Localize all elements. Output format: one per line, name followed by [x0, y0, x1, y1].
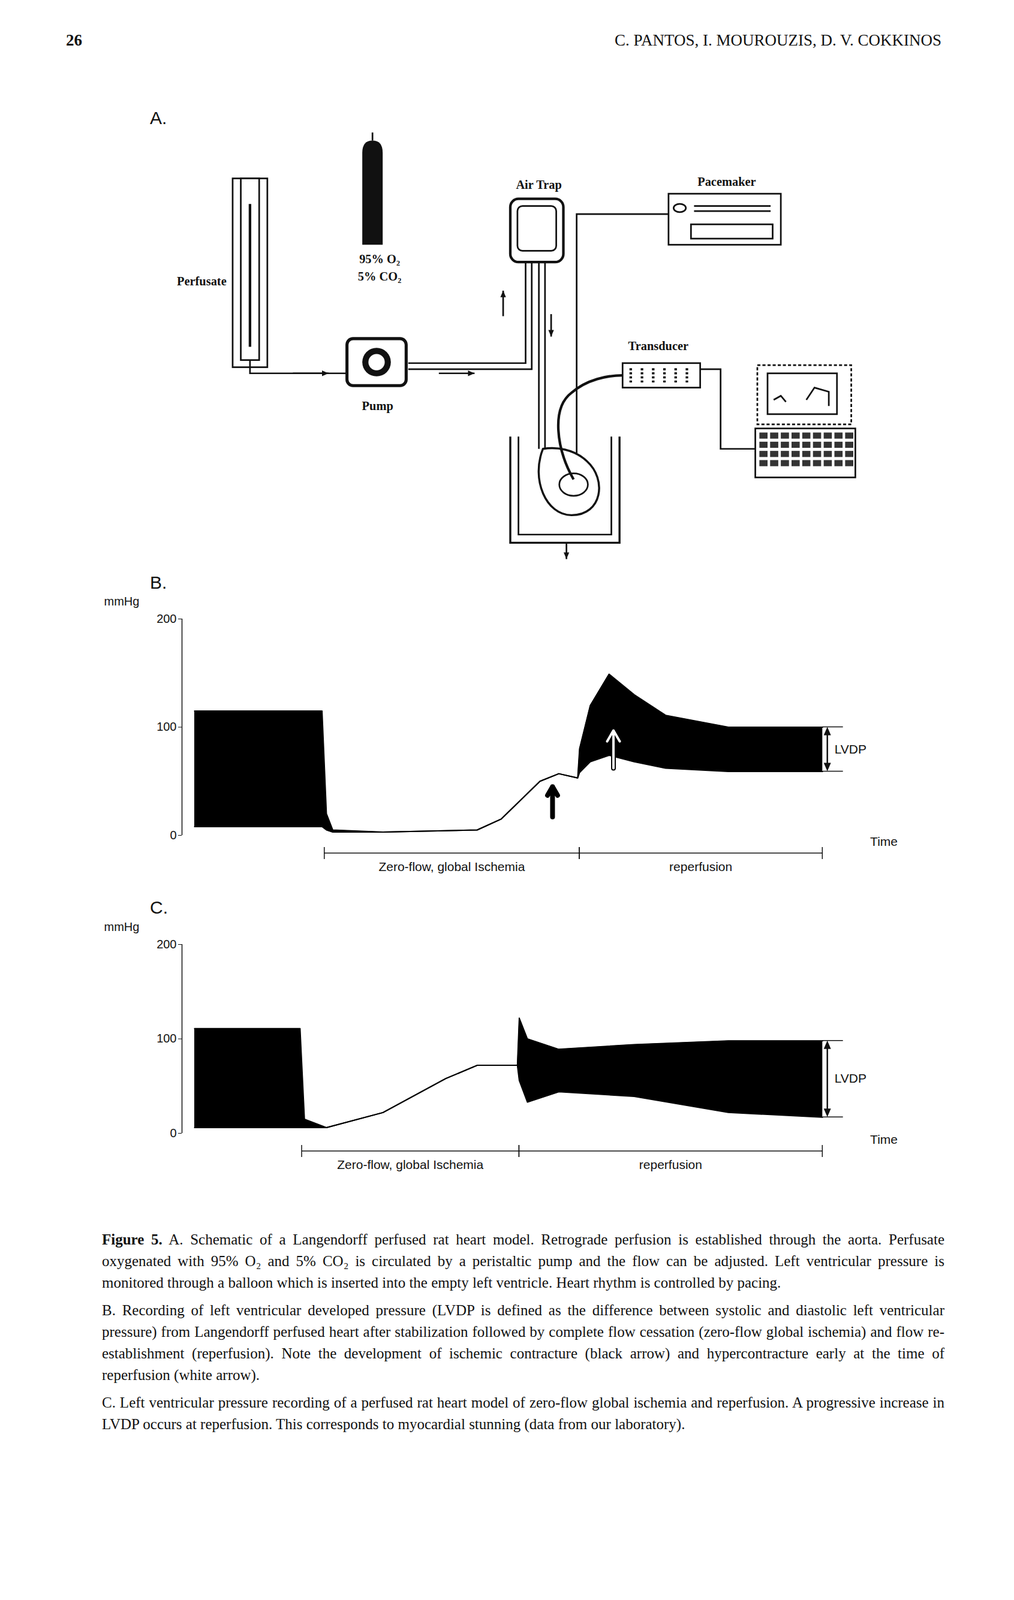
- svg-text:0: 0: [169, 1126, 177, 1140]
- svg-text:100: 100: [156, 1031, 177, 1046]
- svg-text:Perfusate: Perfusate: [176, 274, 227, 288]
- svg-text:100: 100: [156, 720, 177, 734]
- svg-text:LVDP: LVDP: [834, 1071, 867, 1086]
- svg-text:Transducer: Transducer: [628, 339, 689, 353]
- svg-text:LVDP: LVDP: [834, 742, 867, 757]
- svg-text:reperfusion: reperfusion: [639, 1157, 703, 1172]
- svg-text:Air Trap: Air Trap: [515, 178, 562, 192]
- svg-text:200: 200: [156, 937, 177, 952]
- svg-text:200: 200: [156, 612, 177, 626]
- svg-text:Zero-flow, global Ischemia: Zero-flow, global Ischemia: [378, 859, 525, 874]
- svg-text:mmHg: mmHg: [104, 920, 140, 934]
- svg-text:5% CO₂: 5% CO₂: [357, 269, 402, 284]
- svg-text:95% O₂: 95% O₂: [359, 252, 400, 266]
- svg-text:0: 0: [169, 828, 177, 842]
- svg-text:Time: Time: [870, 834, 898, 849]
- html-text:C.: C.: [149, 897, 168, 918]
- html-text:Figure 5. A. Schematic of a La: Figure 5. A. Schematic of a Langendorff …: [101, 1231, 945, 1292]
- svg-text:reperfusion: reperfusion: [669, 859, 733, 874]
- svg-text:Time: Time: [870, 1132, 898, 1147]
- svg-text:mmHg: mmHg: [104, 594, 140, 609]
- html-text:C. Left ventricular pressure r: C. Left ventricular pressure recording o…: [101, 1394, 945, 1433]
- svg-text:Pacemaker: Pacemaker: [697, 175, 756, 189]
- svg-text:Zero-flow, global Ischemia: Zero-flow, global Ischemia: [337, 1157, 484, 1172]
- html-text:B. Recording of left ventricul: B. Recording of left ventricular develop…: [101, 1302, 945, 1384]
- html-text:A.: A.: [149, 107, 167, 128]
- html-text:B.: B.: [149, 572, 167, 593]
- svg-text:Pump: Pump: [362, 399, 394, 414]
- html-text:26: 26: [65, 31, 83, 50]
- html-text:C. PANTOS, I. MOUROUZIS, D. V.: C. PANTOS, I. MOUROUZIS, D. V. COKKINOS: [614, 31, 942, 50]
